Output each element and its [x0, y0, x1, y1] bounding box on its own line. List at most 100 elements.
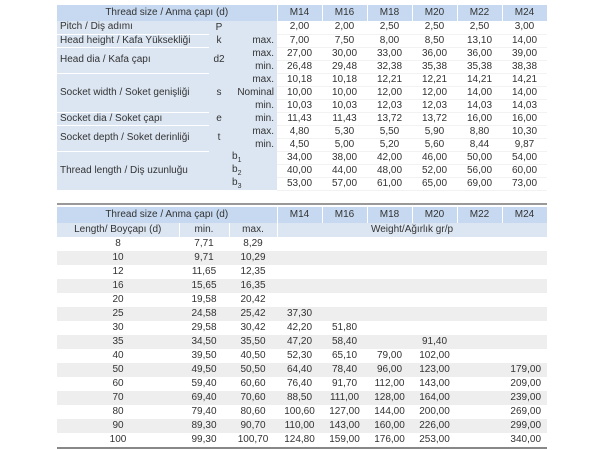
length-cell: 12	[112, 266, 124, 277]
spec-symbol: d2	[209, 47, 229, 73]
weight-cell	[367, 293, 412, 307]
min-cell: 15,65	[179, 279, 229, 293]
spec-symbol: k	[209, 34, 229, 47]
weight-cell: 143,00	[419, 378, 450, 389]
weight-cell	[457, 293, 502, 307]
length-label: Length/ Boyçapı (d)	[57, 223, 180, 237]
size-header-m20: M20	[412, 5, 458, 21]
spec-row: min. 4,50 5,00 5,20 5,60 8,44 9,87	[57, 138, 548, 152]
spec-value: 27,00	[277, 47, 323, 61]
spec-qualifier: min.	[229, 138, 278, 151]
spec-value: 13,72	[367, 112, 413, 126]
spec-qualifier	[229, 21, 278, 34]
spec-value: 14,00	[457, 86, 503, 100]
spec-value: 26,48	[277, 60, 323, 74]
weight-cell: 200,00	[419, 406, 450, 417]
weight-cell	[502, 307, 548, 321]
weight-cell: 58,40	[322, 335, 368, 349]
weight-cell: 100,60	[284, 406, 315, 417]
weight-cell	[457, 405, 502, 419]
spec-value: 10,03	[322, 99, 368, 113]
weight-cell	[277, 251, 323, 265]
min-cell: 99,30	[191, 434, 217, 445]
length-cell: 100	[109, 434, 127, 445]
weight-cell	[457, 251, 503, 265]
max-cell: 70,60	[229, 391, 278, 405]
spec-value: 69,00	[457, 177, 503, 191]
spec-value: 8,00	[367, 34, 413, 48]
weight-cell	[412, 293, 457, 307]
weight-cell	[457, 433, 502, 447]
size-header-m24: M24	[502, 207, 548, 223]
spec-value: 10,00	[322, 86, 368, 100]
spec-value: 8,80	[457, 125, 503, 139]
spec-row: Nominal 10,00 10,00 12,00 12,00 14,00 14,00	[57, 86, 548, 100]
min-cell: 59,40	[191, 378, 217, 389]
spec-label: Head height / Kafa Yüksekliği	[57, 34, 209, 48]
spec-value: 5,00	[322, 138, 368, 152]
spec-row: Thread length / Diş uzunluğu b1 34,00 38,00…	[57, 151, 548, 191]
spec-value: 46,00	[412, 151, 458, 165]
spec-value: 44,00	[322, 164, 368, 178]
spec-value: 54,00	[502, 151, 548, 165]
weight-cell: 76,40	[287, 378, 313, 389]
table-row: 8 7,71 8,29	[57, 237, 547, 251]
weight-cell: 239,00	[502, 391, 548, 405]
spec-qualifier: min.	[229, 60, 278, 73]
weight-cell: 64,40	[277, 363, 323, 377]
spec-value: 4,80	[277, 125, 323, 139]
weight-cell	[412, 279, 458, 293]
spec-value: 48,00	[367, 164, 413, 178]
spec-qualifier: max.	[229, 34, 278, 47]
max-cell: 16,35	[229, 279, 278, 293]
weight-cell: 51,80	[332, 322, 358, 333]
weight-cell	[322, 307, 368, 321]
spec-row: Socket width / Soket genişliği s max. 10,18…	[57, 73, 548, 113]
specifications-table: Thread size / Anma çapı (d) M14 M16 M18 M20 M…	[57, 5, 548, 191]
spec-value: 29,48	[322, 60, 368, 74]
length-cell: 60	[112, 378, 124, 389]
table-row: 80 79,40 80,60 100,60 127,00 144,00 200,00 269,…	[57, 405, 547, 419]
length-cell: 40	[112, 350, 124, 361]
weight-cell: 88,50	[277, 391, 323, 405]
max-cell: 20,42	[240, 294, 266, 305]
min-cell: 19,58	[191, 294, 217, 305]
weight-cell: 340,00	[510, 434, 542, 445]
min-cell: 7,71	[194, 238, 214, 249]
header-row: Thread size / Anma çapı (d) M14 M16 M18 M20 M…	[57, 207, 548, 223]
spec-value: 39,00	[502, 47, 548, 61]
length-cell: 35	[57, 335, 179, 349]
spec-value: 12,00	[367, 86, 413, 100]
min-cell: 89,30	[179, 419, 229, 433]
max-cell: 25,42	[229, 307, 278, 321]
weight-cell	[277, 265, 322, 279]
spec-value: 14,03	[502, 99, 548, 113]
weight-cell	[322, 237, 367, 251]
spec-value: 8,50	[412, 34, 458, 48]
max-cell: 50,50	[229, 363, 278, 377]
spec-value: 2,50	[412, 21, 458, 35]
min-cell: 29,58	[191, 322, 217, 333]
weight-cell	[277, 293, 322, 307]
table-row: 35 34,50 35,50 47,20 58,40 91,40	[57, 335, 548, 349]
table-row: 50 49,50 50,50 64,40 78,40 96,00 123,00 179,00	[57, 363, 548, 377]
weight-cell	[502, 265, 547, 279]
spec-row: min. 10,03 10,03 12,03 12,03 14,03 14,03	[57, 99, 548, 113]
length-cell: 70	[57, 391, 179, 405]
max-cell: 100,70	[237, 434, 269, 445]
weight-cell	[502, 251, 548, 265]
weight-cell: 79,00	[377, 350, 403, 361]
weight-cell	[367, 335, 413, 349]
spec-value: 73,00	[502, 177, 548, 191]
spec-label: Thread length / Diş uzunluğu	[57, 151, 209, 191]
max-cell: 30,42	[240, 322, 266, 333]
spec-symbol: P	[209, 21, 229, 34]
spec-label: Socket depth / Soket derinliği	[57, 125, 209, 152]
spec-value: 38,00	[322, 151, 368, 165]
table-row: 40 39,50 40,50 52,30 65,10 79,00 102,00	[57, 349, 547, 363]
weight-cell	[502, 237, 547, 251]
table-row: 16 15,65 16,35	[57, 279, 548, 293]
header-row: Thread size / Anma çapı (d) M14 M16 M18 M20 M…	[57, 5, 548, 21]
spec-value: 50,00	[457, 151, 503, 165]
weight-cell	[457, 349, 502, 363]
